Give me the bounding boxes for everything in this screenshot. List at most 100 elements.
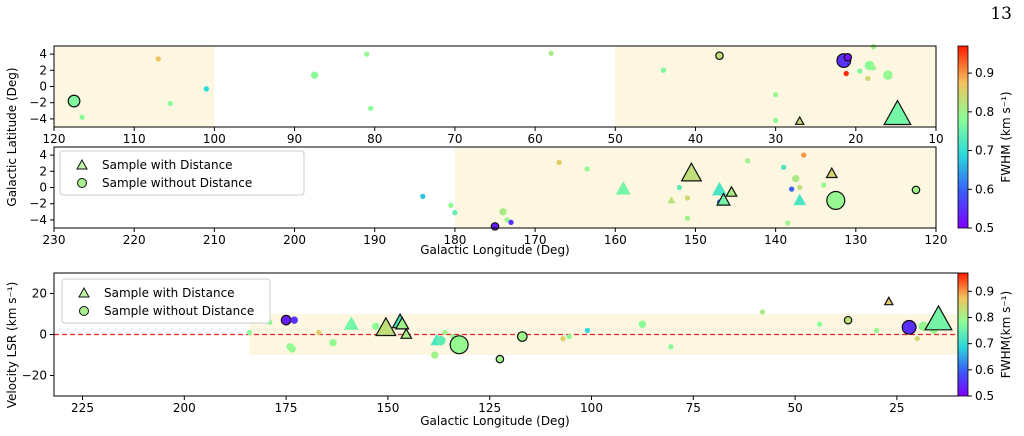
legend-label-with-distance-1: Sample with Distance (102, 158, 233, 172)
x-tick-label-1-6: 170 (524, 233, 547, 247)
data-point-2-34 (914, 335, 920, 342)
data-point-1-1 (448, 202, 454, 208)
data-point-0-7 (368, 105, 374, 112)
data-point-1-9 (615, 181, 631, 195)
data-point-0-20 (870, 65, 877, 71)
x-tick-label-0-3: 90 (287, 132, 302, 146)
data-point-1-22 (789, 186, 795, 192)
data-point-1-2 (452, 209, 458, 216)
data-point-1-0 (420, 193, 426, 200)
y-tick-label-0-1: 2 (39, 63, 47, 77)
y-tick-label-0-2: 0 (39, 80, 47, 94)
data-point-2-18 (442, 329, 448, 336)
legend-box-1 (59, 150, 305, 196)
data-point-2-8 (343, 316, 359, 330)
data-point-0-21 (870, 44, 877, 50)
data-point-2-16 (436, 335, 446, 346)
data-point-2-6 (316, 329, 322, 336)
data-point-0-2 (155, 56, 161, 62)
data-point-2-37 (924, 304, 953, 331)
legend-triangle-marker-1 (76, 158, 88, 170)
x-tick-label-0-6: 60 (527, 132, 542, 146)
data-point-1-12 (684, 195, 691, 201)
data-point-2-31 (873, 327, 880, 334)
x-tick-label-1-0: 230 (43, 233, 66, 247)
data-point-2-25 (584, 327, 591, 334)
data-point-2-22 (516, 331, 528, 342)
x-tick-label-0-1: 110 (123, 132, 146, 146)
data-point-2-26 (638, 320, 647, 328)
x-tick-label-1-1: 220 (123, 233, 146, 247)
y-tick-label-2-1: 0 (39, 328, 47, 342)
data-point-2-29 (816, 321, 823, 327)
y-tick-label-2-2: −20 (22, 369, 47, 383)
x-tick-label-0-7: 50 (608, 132, 623, 146)
colorbar-2 (957, 272, 969, 397)
colorbar-tick-label-2-2: 0.7 (975, 337, 994, 351)
colorbar-label-1: FWHM (km s⁻¹) (999, 91, 1013, 182)
data-point-1-15 (712, 181, 728, 196)
data-point-1-8 (584, 166, 590, 172)
data-point-2-27 (668, 344, 674, 350)
data-point-1-23 (791, 174, 800, 183)
shaded-region-0-0 (54, 46, 215, 127)
data-point-2-9 (371, 322, 380, 330)
colorbar-tick-label-1-0: 0.5 (975, 221, 994, 235)
shaded-region-1-0 (454, 147, 936, 228)
data-point-2-33 (901, 319, 917, 335)
x-tick-label-1-8: 150 (684, 233, 707, 247)
x-tick-label-0-2: 100 (203, 132, 226, 146)
y-axis-label-velocity: Velocity LSR (km s⁻¹) (5, 282, 19, 409)
data-point-1-21 (785, 220, 791, 226)
x-tick-label-1-2: 210 (203, 233, 226, 247)
legend-circle-marker-2 (79, 306, 89, 316)
data-point-1-20 (781, 164, 787, 170)
data-point-0-6 (364, 51, 370, 57)
data-point-2-30 (843, 315, 853, 325)
y-tick-label-1-2: 0 (39, 181, 47, 195)
data-point-1-3 (490, 222, 500, 231)
x-tick-label-1-4: 190 (363, 233, 386, 247)
data-point-2-11 (374, 316, 397, 337)
data-point-1-13 (684, 215, 691, 221)
data-point-0-18 (865, 75, 871, 82)
data-point-2-23 (560, 335, 566, 342)
data-point-0-12 (772, 117, 779, 124)
x-tick-label-2-2: 175 (275, 401, 298, 415)
colorbar-1 (957, 45, 969, 229)
data-point-1-26 (801, 152, 807, 158)
shaded-region-0-1 (615, 46, 936, 127)
y-tick-label-0-3: −2 (29, 96, 47, 110)
data-point-1-19 (744, 158, 751, 164)
x-tick-label-0-5: 70 (447, 132, 462, 146)
data-point-1-24 (793, 193, 807, 206)
data-point-2-13 (394, 316, 410, 330)
data-point-2-0 (246, 329, 253, 336)
data-point-2-7 (329, 339, 337, 347)
colorbar-tick-label-2-0: 0.5 (975, 389, 994, 403)
data-point-0-5 (310, 71, 319, 79)
data-point-2-2 (280, 314, 292, 326)
data-point-0-4 (203, 86, 209, 92)
data-point-0-0 (67, 94, 81, 108)
data-point-0-11 (772, 91, 779, 98)
x-tick-label-0-4: 80 (367, 132, 382, 146)
data-point-1-30 (911, 185, 921, 195)
data-point-1-29 (826, 190, 846, 211)
x-tick-label-2-5: 100 (580, 401, 603, 415)
data-point-2-20 (449, 335, 469, 355)
data-point-2-14 (399, 327, 413, 339)
data-point-0-22 (883, 70, 893, 80)
colorbar-tick-label-1-4: 0.9 (975, 66, 994, 80)
page-number: 13 (990, 4, 1012, 24)
x-tick-label-2-6: 75 (686, 401, 701, 415)
legend-triangle-marker-2 (78, 286, 90, 298)
legend-label-without-distance-1: Sample without Distance (102, 176, 252, 190)
data-point-0-13 (794, 115, 805, 125)
data-point-1-7 (556, 159, 562, 166)
x-tick-label-0-8: 40 (688, 132, 703, 146)
colorbar-tick-label-1-3: 0.8 (975, 105, 994, 119)
x-axis-label-panel-3: Galactic Longitude (Deg) (420, 414, 570, 428)
data-point-2-17 (431, 351, 439, 359)
x-axis-label-panel-2: Galactic Longitude (Deg) (420, 243, 570, 257)
